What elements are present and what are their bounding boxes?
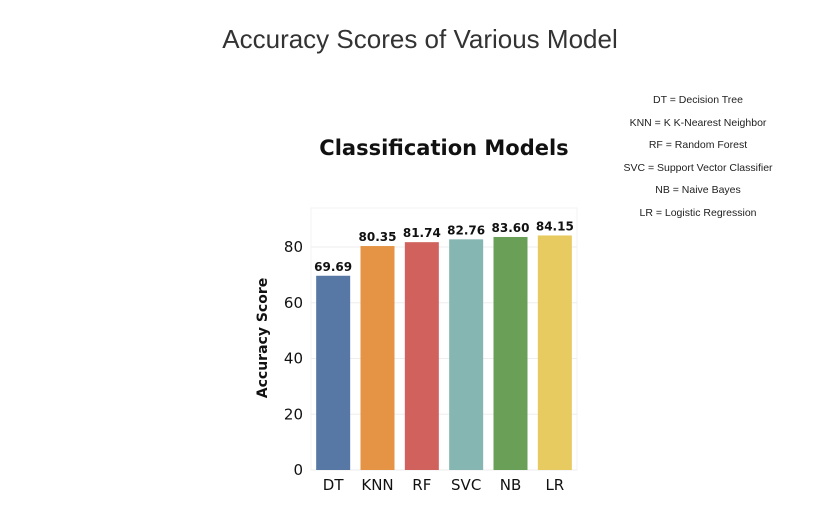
bar-rf	[404, 242, 439, 470]
abbreviation-notes: DT = Decision Tree KNN = K K-Nearest Nei…	[608, 92, 788, 228]
bar-lr	[537, 235, 572, 470]
bar-nb	[493, 236, 528, 470]
note-rf: RF = Random Forest	[648, 139, 748, 152]
x-tick-label-rf: RF	[412, 476, 431, 494]
y-tick-label: 20	[284, 405, 303, 423]
value-label-rf: 81.74	[403, 226, 441, 240]
value-label-lr: 84.15	[536, 219, 574, 233]
y-tick-label: 40	[284, 350, 303, 368]
x-tick-label-lr: LR	[545, 476, 564, 494]
x-tick-label-dt: DT	[323, 476, 345, 494]
y-tick-label: 0	[293, 461, 303, 479]
x-tick-label-nb: NB	[500, 476, 522, 494]
note-nb: NB = Naive Bayes	[655, 184, 741, 197]
note-lr: LR = Logistic Regression	[639, 206, 757, 219]
value-labels: 69.69 80.35 81.74 82.76 83.60 84.15	[314, 219, 574, 273]
note-dt: DT = Decision Tree	[653, 94, 743, 106]
x-ticks: DT KNN RF SVC NB LR	[323, 476, 564, 494]
y-tick-label: 60	[284, 294, 303, 312]
page-title: Accuracy Scores of Various Model	[222, 24, 618, 54]
bar-dt	[316, 275, 351, 470]
value-label-nb: 83.60	[492, 221, 530, 235]
x-tick-label-svc: SVC	[451, 476, 481, 494]
y-ticks: 0 20 40 60 80	[284, 238, 303, 479]
bar-svc	[449, 239, 484, 470]
x-tick-label-knn: KNN	[361, 476, 393, 494]
value-label-svc: 82.76	[447, 223, 485, 237]
bar-knn	[360, 246, 395, 470]
value-label-knn: 80.35	[359, 230, 397, 244]
chart-title: Classification Models	[319, 136, 568, 160]
note-svc: SVC = Support Vector Classifier	[623, 161, 773, 174]
y-axis-label: Accuracy Score	[255, 278, 271, 398]
note-knn: KNN = K K-Nearest Neighbor	[629, 116, 767, 129]
y-tick-label: 80	[284, 238, 303, 256]
value-label-dt: 69.69	[314, 260, 352, 274]
gridlines	[310, 207, 578, 471]
bars	[316, 235, 572, 470]
